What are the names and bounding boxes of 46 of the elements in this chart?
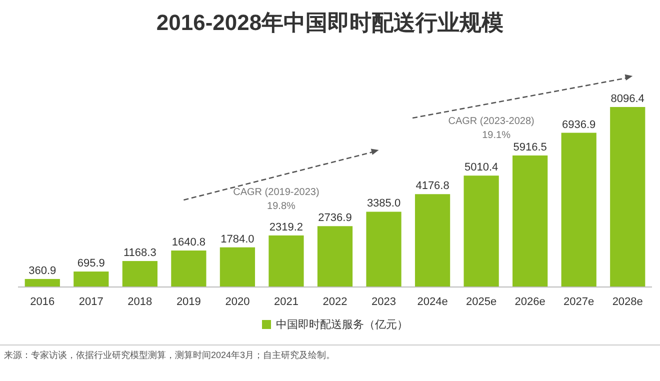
data-label: 695.9 bbox=[77, 258, 105, 270]
x-tick-label: 2017 bbox=[78, 296, 104, 308]
x-tick-label: 2021 bbox=[274, 296, 298, 308]
data-label: 2319.2 bbox=[269, 221, 304, 234]
chart-title: 2016-2028年中国即时配送行业规模 bbox=[156, 10, 504, 35]
x-tick-label: 2027e bbox=[564, 296, 594, 308]
x-tick-label: 2023 bbox=[372, 296, 396, 308]
bar bbox=[24, 278, 60, 287]
x-tick-label: 2022 bbox=[322, 296, 348, 308]
annotation: CAGR (2023-2028) bbox=[448, 116, 534, 127]
x-tick-label: 2020 bbox=[225, 296, 250, 308]
bar bbox=[561, 132, 596, 287]
data-label: 3385.0 bbox=[366, 198, 401, 210]
data-label: 8096.4 bbox=[610, 93, 644, 105]
bar bbox=[268, 235, 304, 287]
data-label: 6936.9 bbox=[562, 118, 596, 131]
data-label: 2736.9 bbox=[318, 212, 352, 224]
data-label: 5916.5 bbox=[513, 141, 547, 154]
bar bbox=[122, 261, 158, 287]
bar bbox=[74, 272, 109, 287]
annotation: CAGR (2019-2023) bbox=[233, 187, 320, 198]
bar bbox=[464, 176, 499, 287]
source-note: 来源：专家访谈，依据行业研究模型测算，测算时间2024年3月；自主研究及绘制。 bbox=[4, 350, 336, 360]
x-tick-label: 2016 bbox=[30, 296, 55, 308]
annotation: 19.8% bbox=[267, 201, 296, 212]
x-tick-label: 2019 bbox=[176, 296, 201, 308]
bar bbox=[512, 155, 548, 287]
bar bbox=[317, 226, 353, 287]
annotation: 19.1% bbox=[482, 130, 511, 141]
data-label: 1168.3 bbox=[124, 247, 156, 260]
bar bbox=[610, 107, 646, 287]
x-tick-label: 2024e bbox=[417, 296, 448, 308]
bar bbox=[414, 194, 450, 287]
data-label: 1784.0 bbox=[220, 233, 254, 246]
bar bbox=[366, 212, 402, 287]
data-label: 5010.4 bbox=[464, 162, 498, 174]
x-tick-label: 2026e bbox=[514, 296, 546, 308]
x-tick-label: 2025e bbox=[466, 296, 497, 308]
data-label: 4176.8 bbox=[416, 180, 450, 192]
x-tick-label: 2018 bbox=[128, 296, 152, 308]
bar bbox=[171, 250, 206, 287]
data-label: 360.9 bbox=[28, 264, 56, 277]
legend-label: 中国即时配送服务（亿元） bbox=[276, 318, 408, 331]
data-label: 1640.8 bbox=[172, 236, 206, 249]
bar bbox=[220, 247, 256, 287]
x-tick-label: 2028e bbox=[612, 296, 643, 308]
